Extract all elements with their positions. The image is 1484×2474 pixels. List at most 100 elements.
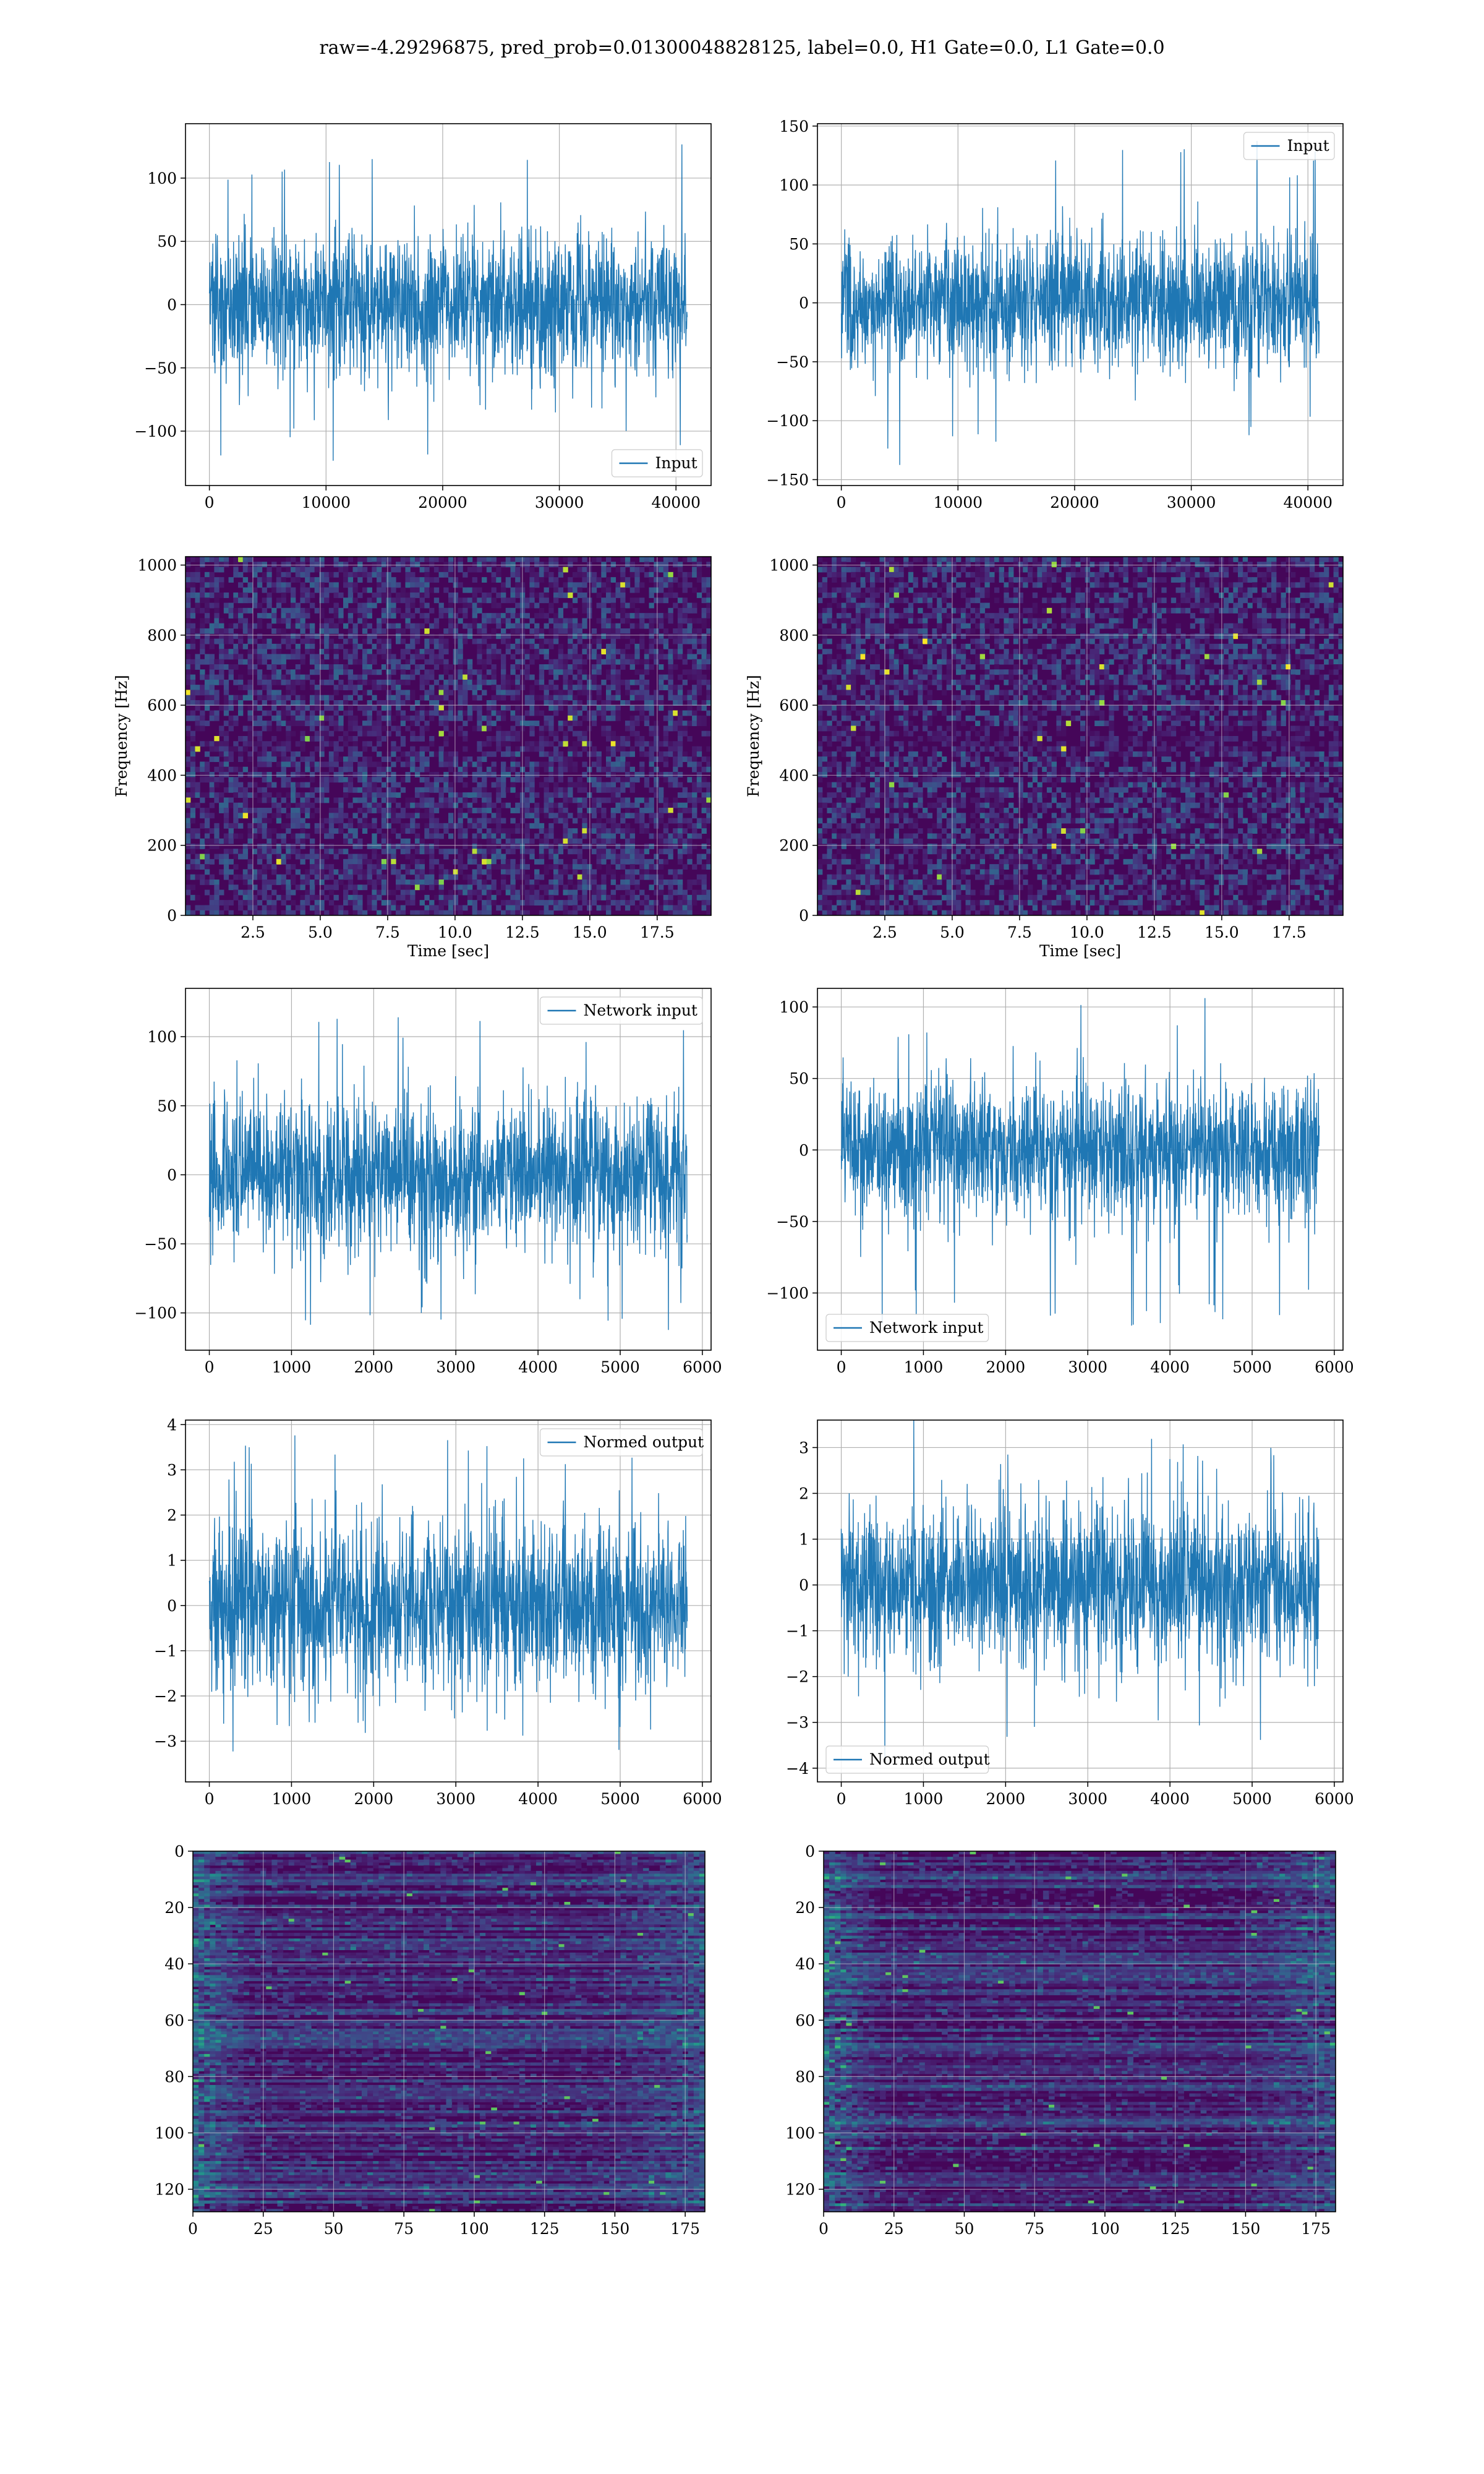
y-tick-label: 200: [147, 837, 177, 855]
y-tick-label: 20: [164, 1899, 184, 1917]
x-tick-label: 150: [600, 2220, 630, 2238]
legend: Normed output: [539, 1428, 704, 1457]
y-tick-label: 0: [805, 1843, 815, 1860]
y-tick-label: 60: [164, 2011, 184, 2029]
subplot-p9: 0 25 50 75 100 125 150 175 0 20 40 60 80 100 120: [155, 1843, 706, 2238]
y-tick-label: 40: [795, 1955, 815, 1973]
axes-frame: [823, 1851, 1336, 2212]
x-tick-label: 20000: [418, 494, 467, 511]
y-tick-label: 0: [167, 1597, 177, 1615]
series-line: [840, 998, 1320, 1326]
x-tick-label: 20000: [1050, 494, 1099, 511]
heatmap-cells: [817, 557, 1343, 915]
y-tick-label: 0: [167, 907, 177, 925]
x-tick-label: 125: [530, 2220, 560, 2238]
axes-frame: [185, 556, 712, 916]
y-tick-label: −2: [786, 1668, 809, 1686]
x-tick-label: 50: [955, 2220, 974, 2238]
subplot-p3: 2.5 5.0 7.5 10.0 12.5 15.0 17.5 0 200 400 600 800 10…: [113, 556, 712, 960]
x-tick-label: 1000: [272, 1790, 312, 1808]
axes-frame: [817, 1419, 1344, 1783]
y-tick-label: 50: [789, 235, 809, 253]
x-tick-label: 5000: [1232, 1358, 1272, 1376]
y-tick-label: 600: [779, 696, 809, 714]
heatmap-cells: [824, 1851, 1336, 2212]
x-tick-label: 100: [459, 2220, 489, 2238]
heatmap-cells: [186, 557, 711, 915]
y-tick-label: 0: [799, 1141, 809, 1159]
y-tick-label: 3: [167, 1461, 177, 1479]
subplot-p6: 0 1000 2000 3000 4000 5000 6000 −100 −50 0 50 100 Ne…: [766, 988, 1354, 1376]
y-tick-label: −50: [776, 353, 809, 371]
subplot-p5: 0 1000 2000 3000 4000 5000 6000 −100 −50 0 50 100 Ne…: [134, 988, 722, 1376]
x-tick-label: 7.5: [1007, 923, 1032, 941]
y-tick-label: −50: [144, 359, 177, 377]
x-tick-label: 1000: [904, 1790, 944, 1808]
y-tick-label: 0: [799, 294, 809, 312]
x-tick-label: 0: [837, 1790, 846, 1808]
y-tick-label: −100: [134, 422, 177, 440]
y-tick-label: 0: [167, 296, 177, 314]
x-tick-label: 10.0: [438, 923, 472, 941]
y-tick-label: 400: [779, 766, 809, 784]
y-tick-label: 4: [167, 1416, 177, 1434]
y-tick-label: 600: [147, 696, 177, 714]
legend-label: Input: [655, 454, 697, 472]
x-tick-label: 25: [254, 2220, 273, 2238]
y-tick-label: 20: [795, 1899, 815, 1917]
y-tick-label: 2: [167, 1507, 177, 1525]
legend: Network input: [539, 996, 703, 1025]
x-tick-label: 15.0: [1205, 923, 1239, 941]
x-axis-label: Time [sec]: [1039, 942, 1121, 960]
axes-frame: [185, 1419, 712, 1783]
x-tick-label: 25: [884, 2220, 904, 2238]
x-tick-label: 0: [819, 2220, 829, 2238]
series-line: [208, 144, 688, 461]
x-tick-label: 2.5: [241, 923, 265, 941]
x-tick-label: 12.5: [505, 923, 540, 941]
axes-frame: [192, 1851, 706, 2212]
x-tick-label: 17.5: [640, 923, 675, 941]
y-tick-label: −100: [766, 1285, 809, 1303]
legend: Normed output: [825, 1745, 990, 1774]
y-tick-label: 400: [147, 766, 177, 784]
y-tick-label: 100: [779, 176, 809, 194]
x-tick-label: 0: [837, 1358, 846, 1376]
y-tick-label: 0: [174, 1843, 184, 1860]
subplot-p7: 0 1000 2000 3000 4000 5000 6000 −3 −2 −1 0 1 2 3 4 Norm…: [154, 1416, 722, 1808]
x-tick-label: 6000: [1315, 1358, 1354, 1376]
x-tick-label: 0: [205, 1790, 215, 1808]
y-tick-label: 150: [779, 118, 809, 135]
legend-label: Normed output: [584, 1433, 704, 1451]
y-tick-label: −100: [134, 1304, 177, 1322]
x-tick-label: 4000: [518, 1358, 558, 1376]
x-tick-label: 0: [837, 494, 846, 511]
y-tick-label: 2: [799, 1484, 809, 1502]
y-tick-label: 1000: [137, 557, 177, 575]
series-line: [840, 140, 1320, 465]
x-tick-label: 1000: [904, 1358, 944, 1376]
grid-lines: [186, 557, 711, 916]
x-tick-label: 50: [324, 2220, 344, 2238]
y-tick-label: 0: [167, 1166, 177, 1184]
x-tick-label: 0: [188, 2220, 198, 2238]
x-tick-label: 75: [1025, 2220, 1044, 2238]
y-tick-label: 100: [155, 2124, 184, 2142]
y-tick-label: 50: [157, 233, 177, 250]
subplot-p2: 0 10000 20000 30000 40000 −150 −100 −50 0 50 100 15…: [766, 118, 1344, 511]
legend: Input: [1243, 132, 1335, 160]
legend: Network input: [825, 1314, 989, 1342]
x-tick-label: 1000: [272, 1358, 312, 1376]
x-tick-label: 2000: [354, 1790, 394, 1808]
heatmap-cells: [193, 1851, 705, 2212]
axes-frame: [817, 123, 1344, 486]
grid-lines: [823, 1851, 1336, 2212]
x-tick-label: 4000: [1150, 1358, 1190, 1376]
y-tick-label: 50: [157, 1097, 177, 1115]
x-tick-label: 4000: [518, 1790, 558, 1808]
y-tick-label: −100: [766, 412, 809, 430]
x-tick-label: 40000: [1283, 494, 1333, 511]
x-tick-label: 3000: [436, 1358, 475, 1376]
x-tick-label: 5.0: [940, 923, 965, 941]
